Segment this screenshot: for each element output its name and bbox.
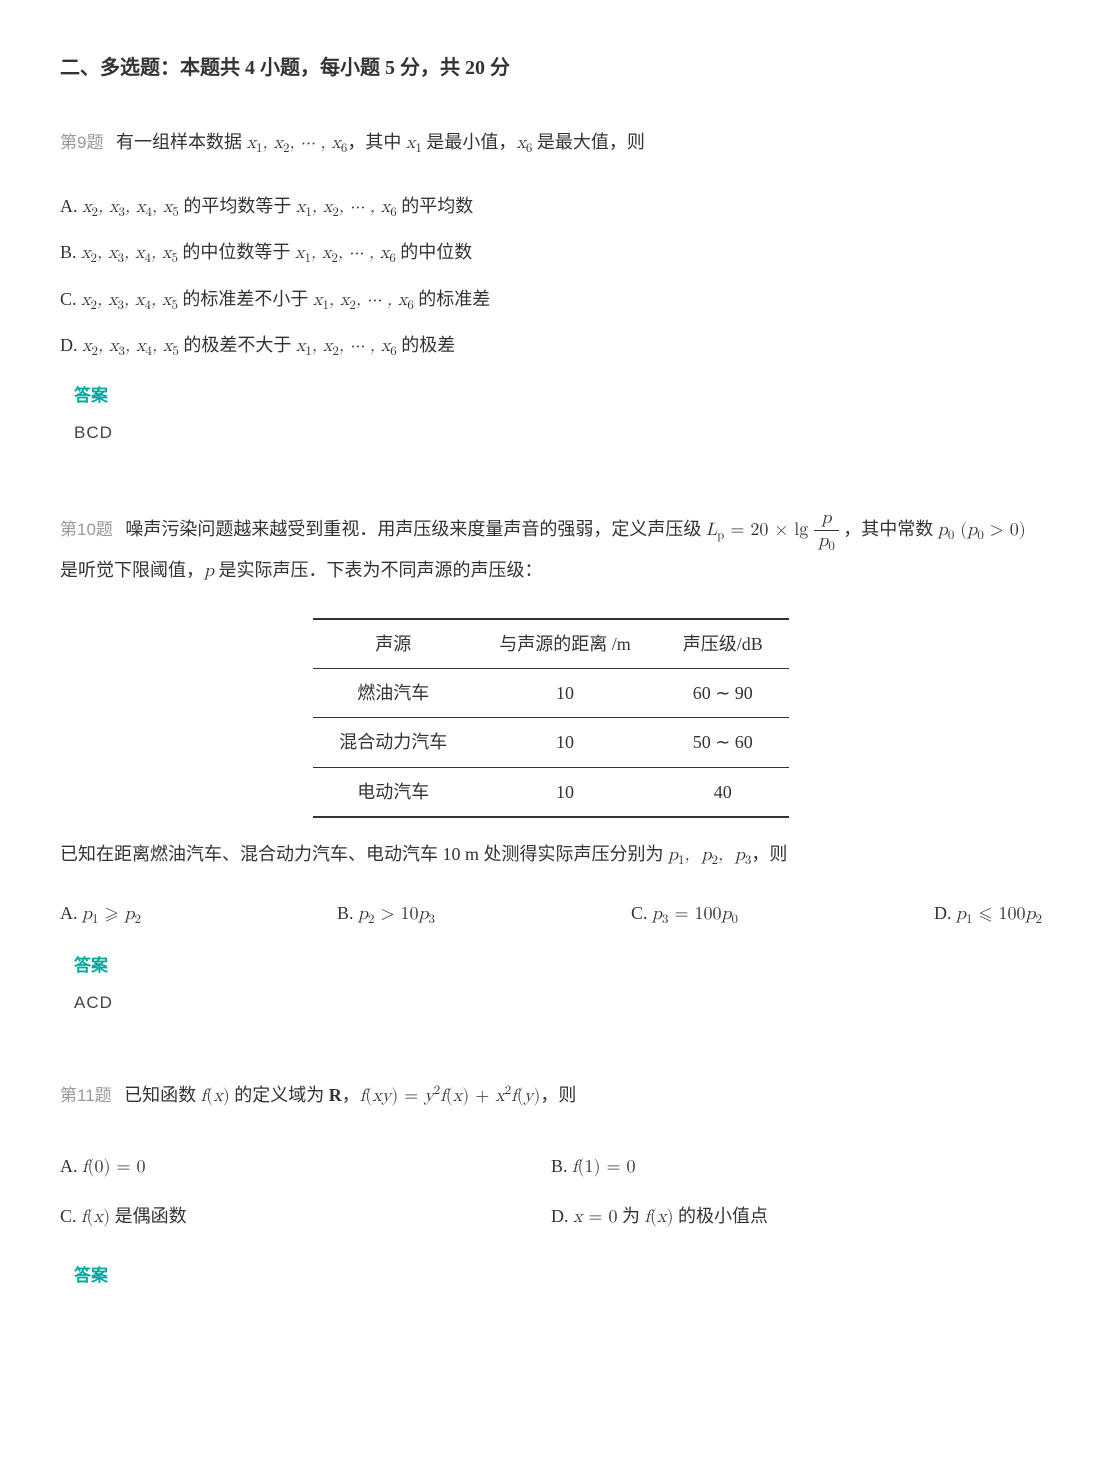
- q11-stem: 第11题 已知函数 f(x) 的定义域为 R，f(xy) = y2f(x) + …: [60, 1079, 1042, 1113]
- q10-t4: 是实际声压．下表为不同声源的声压级：: [214, 560, 543, 580]
- q10-m2: p0 (p0 > 0): [938, 521, 1026, 539]
- q11-d-t2: 的极小值点: [674, 1206, 769, 1226]
- q10-table: 声源 与声源的距离 /m 声压级/dB 燃油汽车1060 ∼ 90 混合动力汽车…: [313, 618, 789, 819]
- td: 混合动力汽车: [313, 718, 473, 767]
- q11-c-t: 是偶函数: [110, 1206, 187, 1226]
- q10-s2-t2: ，则: [751, 844, 787, 864]
- q11-t3: ，: [342, 1085, 360, 1105]
- q10-m3: p: [204, 562, 214, 580]
- q9-option-a: A. x2, x3, x4, x5 的平均数等于 x1, x2, ⋯ , x6 …: [60, 190, 1042, 224]
- q11-label: 第11题: [60, 1086, 112, 1105]
- q9-a-t2: 的平均数: [397, 196, 474, 216]
- td: 60 ∼ 90: [657, 668, 789, 717]
- q9-d-t1: 的极差不大于: [179, 335, 296, 355]
- q10-stem: 第10题 噪声污染问题越来越受到重视．用声压级来度量声音的强弱，定义声压级 Lp…: [60, 508, 1042, 587]
- table-row: 混合动力汽车1050 ∼ 60: [313, 718, 789, 767]
- q9-answer-label: 答案: [74, 381, 1042, 412]
- q11-m2: R: [329, 1085, 342, 1105]
- td: 燃油汽车: [313, 668, 473, 717]
- q11-option-d: D. x = 0 为 f(x) 的极小值点: [551, 1200, 1042, 1233]
- q9-b-t2: 的中位数: [396, 242, 473, 262]
- q9-math-1: x1, x2, ⋯ , x6: [246, 134, 347, 152]
- q11-m3: f(xy) = y2f(x) + x2f(y): [360, 1087, 541, 1105]
- table-row: 电动汽车1040: [313, 767, 789, 817]
- q9-text-3: 是最小值，: [422, 132, 517, 152]
- q9-text-1: 有一组样本数据: [116, 132, 247, 152]
- td: 电动汽车: [313, 767, 473, 817]
- question-9: 第9题 有一组样本数据 x1, x2, ⋯ , x6，其中 x1 是最小值，x6…: [60, 126, 1042, 448]
- q11-option-c: C. f(x) 是偶函数: [60, 1200, 551, 1233]
- q9-option-d: D. x2, x3, x4, x5 的极差不大于 x1, x2, ⋯ , x6 …: [60, 329, 1042, 363]
- q10-option-c: C. p3 = 100p0: [631, 897, 738, 931]
- q9-c-t2: 的标准差: [414, 289, 491, 309]
- td: 10: [473, 668, 657, 717]
- q9-a-t1: 的平均数等于: [179, 196, 296, 216]
- q9-b-t1: 的中位数等于: [178, 242, 295, 262]
- td: 40: [657, 767, 789, 817]
- q9-label: 第9题: [60, 133, 103, 152]
- q10-t2: ，其中常数: [843, 519, 938, 539]
- th-1: 与声源的距离 /m: [473, 619, 657, 669]
- q11-answer-label: 答案: [74, 1261, 1042, 1292]
- q9-math-3: x6: [516, 134, 532, 152]
- table-header-row: 声源 与声源的距离 /m 声压级/dB: [313, 619, 789, 669]
- q9-text-4: 是最大值，则: [532, 132, 645, 152]
- td: 10: [473, 718, 657, 767]
- q10-option-a: A. p1 ⩾ p2: [60, 897, 141, 931]
- q10-stem2: 已知在距离燃油汽车、混合动力汽车、电动汽车 10 m 处测得实际声压分别为 p1…: [60, 838, 1042, 872]
- q10-answer: ACD: [74, 988, 1042, 1019]
- q9-option-c: C. x2, x3, x4, x5 的标准差不小于 x1, x2, ⋯ , x6…: [60, 283, 1042, 317]
- q9-math-2: x1: [406, 134, 422, 152]
- q9-options: A. x2, x3, x4, x5 的平均数等于 x1, x2, ⋯ , x6 …: [60, 190, 1042, 363]
- th-0: 声源: [313, 619, 473, 669]
- q9-d-t2: 的极差: [397, 335, 456, 355]
- question-10: 第10题 噪声污染问题越来越受到重视．用声压级来度量声音的强弱，定义声压级 Lp…: [60, 508, 1042, 1019]
- q10-answer-label: 答案: [74, 951, 1042, 982]
- question-11: 第11题 已知函数 f(x) 的定义域为 R，f(xy) = y2f(x) + …: [60, 1079, 1042, 1292]
- q10-label: 第10题: [60, 520, 113, 539]
- q11-option-b: B. f(1) = 0: [551, 1150, 1042, 1183]
- q11-d-t1: 为: [617, 1206, 644, 1226]
- q11-t1: 已知函数: [124, 1085, 201, 1105]
- q11-t2: 的定义域为: [230, 1085, 329, 1105]
- q9-text-2: ，其中: [347, 132, 406, 152]
- q10-t3: 是听觉下限阈值，: [60, 560, 204, 580]
- q9-c-t1: 的标准差不小于: [178, 289, 313, 309]
- q10-s2-m: p1, p2, p3: [668, 846, 751, 864]
- q11-t4: ，则: [540, 1085, 576, 1105]
- q10-t1: 噪声污染问题越来越受到重视．用声压级来度量声音的强弱，定义声压级: [125, 519, 706, 539]
- q10-option-b: B. p2 > 10p3: [337, 897, 435, 931]
- q10-option-d: D. p1 ⩽ 100p2: [934, 897, 1042, 931]
- section-title: 二、多选题：本题共 4 小题，每小题 5 分，共 20 分: [60, 50, 1042, 86]
- q11-option-a: A. f(0) = 0: [60, 1150, 551, 1183]
- th-2: 声压级/dB: [657, 619, 789, 669]
- table-row: 燃油汽车1060 ∼ 90: [313, 668, 789, 717]
- q10-options: A. p1 ⩾ p2 B. p2 > 10p3 C. p3 = 100p0 D.…: [60, 897, 1042, 931]
- q10-s2-t1: 已知在距离燃油汽车、混合动力汽车、电动汽车 10 m 处测得实际声压分别为: [60, 844, 668, 864]
- q9-answer: BCD: [74, 418, 1042, 449]
- q9-stem: 第9题 有一组样本数据 x1, x2, ⋯ , x6，其中 x1 是最小值，x6…: [60, 126, 1042, 160]
- td: 10: [473, 767, 657, 817]
- q11-m1: f(x): [201, 1087, 230, 1105]
- td: 50 ∼ 60: [657, 718, 789, 767]
- q9-option-b: B. x2, x3, x4, x5 的中位数等于 x1, x2, ⋯ , x6 …: [60, 236, 1042, 270]
- q10-m1: Lp = 20 × lg pp0: [706, 521, 839, 539]
- q11-options: A. f(0) = 0 B. f(1) = 0 C. f(x) 是偶函数 D. …: [60, 1142, 1042, 1241]
